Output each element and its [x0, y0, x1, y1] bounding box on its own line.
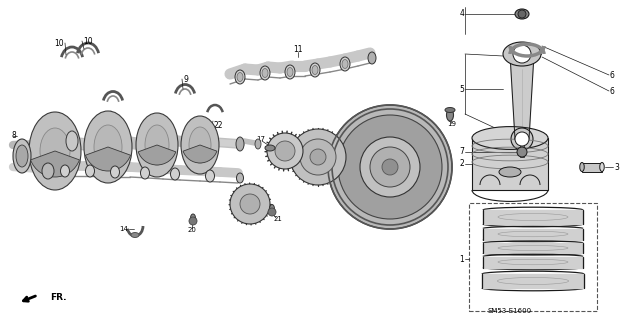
Wedge shape	[31, 151, 79, 177]
Circle shape	[517, 147, 527, 157]
Ellipse shape	[111, 166, 120, 178]
Circle shape	[300, 139, 336, 175]
Circle shape	[240, 194, 260, 214]
Text: 13: 13	[246, 216, 255, 222]
Ellipse shape	[29, 112, 81, 190]
Circle shape	[230, 184, 270, 224]
Text: 20: 20	[188, 227, 196, 233]
Text: 8: 8	[12, 131, 17, 140]
Ellipse shape	[237, 72, 243, 81]
Text: 5: 5	[459, 85, 464, 93]
Bar	[582, 162, 602, 172]
Text: 19: 19	[447, 121, 456, 127]
Circle shape	[310, 149, 326, 165]
Circle shape	[267, 133, 303, 169]
Text: 10: 10	[83, 36, 93, 46]
Ellipse shape	[170, 168, 179, 180]
Text: 3: 3	[614, 162, 619, 172]
Text: 11: 11	[293, 44, 303, 54]
Ellipse shape	[472, 127, 548, 149]
Ellipse shape	[86, 165, 95, 177]
Wedge shape	[183, 145, 217, 163]
Ellipse shape	[342, 60, 348, 69]
Circle shape	[382, 159, 398, 175]
Ellipse shape	[310, 63, 320, 77]
Ellipse shape	[499, 167, 521, 177]
Wedge shape	[138, 145, 176, 165]
Ellipse shape	[136, 113, 178, 177]
Text: 7: 7	[459, 147, 464, 157]
Text: 4: 4	[459, 10, 464, 19]
Text: 22: 22	[213, 122, 223, 130]
Ellipse shape	[580, 162, 584, 172]
Text: FR.: FR.	[50, 293, 67, 301]
Ellipse shape	[265, 145, 275, 151]
Circle shape	[189, 217, 197, 225]
Text: 9: 9	[103, 113, 108, 122]
Text: 14: 14	[119, 226, 128, 232]
Bar	[520, 139, 524, 157]
Circle shape	[275, 141, 295, 161]
Ellipse shape	[205, 170, 214, 182]
Ellipse shape	[236, 137, 244, 151]
Ellipse shape	[189, 127, 211, 163]
Ellipse shape	[269, 204, 275, 213]
Ellipse shape	[66, 131, 78, 151]
Wedge shape	[86, 147, 131, 171]
Text: 16: 16	[278, 134, 287, 140]
Circle shape	[338, 115, 442, 219]
Circle shape	[360, 137, 420, 197]
Ellipse shape	[84, 111, 132, 183]
Ellipse shape	[340, 57, 350, 71]
Text: 6: 6	[610, 86, 615, 95]
Text: 21: 21	[273, 216, 282, 222]
Text: 9: 9	[183, 75, 188, 84]
Ellipse shape	[445, 108, 455, 113]
Circle shape	[370, 147, 410, 187]
Ellipse shape	[285, 65, 295, 79]
Text: 6: 6	[610, 70, 615, 79]
Ellipse shape	[237, 173, 243, 183]
Text: 10: 10	[54, 39, 64, 48]
Ellipse shape	[503, 42, 541, 66]
Ellipse shape	[191, 214, 195, 222]
Text: 1: 1	[460, 255, 464, 263]
Circle shape	[513, 45, 531, 63]
Ellipse shape	[13, 139, 31, 173]
Ellipse shape	[511, 128, 533, 150]
Polygon shape	[510, 54, 534, 139]
Ellipse shape	[16, 145, 28, 167]
Circle shape	[518, 10, 526, 18]
Ellipse shape	[287, 68, 293, 77]
Text: 15: 15	[312, 134, 321, 140]
Text: SM53-E1600: SM53-E1600	[488, 308, 532, 314]
Text: 18: 18	[380, 109, 390, 118]
Text: 17: 17	[257, 136, 266, 142]
Ellipse shape	[255, 139, 261, 149]
Bar	[469, 203, 597, 311]
Ellipse shape	[61, 165, 70, 177]
Ellipse shape	[515, 9, 529, 19]
Ellipse shape	[40, 128, 70, 174]
Text: 2: 2	[460, 160, 464, 168]
Circle shape	[268, 208, 276, 216]
Ellipse shape	[447, 109, 454, 121]
Ellipse shape	[145, 125, 169, 165]
Circle shape	[515, 132, 529, 146]
Circle shape	[328, 105, 452, 229]
Ellipse shape	[600, 162, 604, 172]
Ellipse shape	[312, 65, 318, 75]
Ellipse shape	[181, 116, 219, 174]
Circle shape	[290, 129, 346, 185]
Ellipse shape	[141, 167, 150, 179]
Bar	[472, 138, 548, 190]
Ellipse shape	[235, 70, 245, 84]
Ellipse shape	[94, 125, 122, 169]
Ellipse shape	[131, 233, 139, 238]
Ellipse shape	[262, 69, 268, 78]
Text: 12: 12	[143, 157, 153, 166]
Ellipse shape	[368, 52, 376, 64]
Ellipse shape	[42, 163, 54, 179]
Ellipse shape	[260, 66, 270, 80]
